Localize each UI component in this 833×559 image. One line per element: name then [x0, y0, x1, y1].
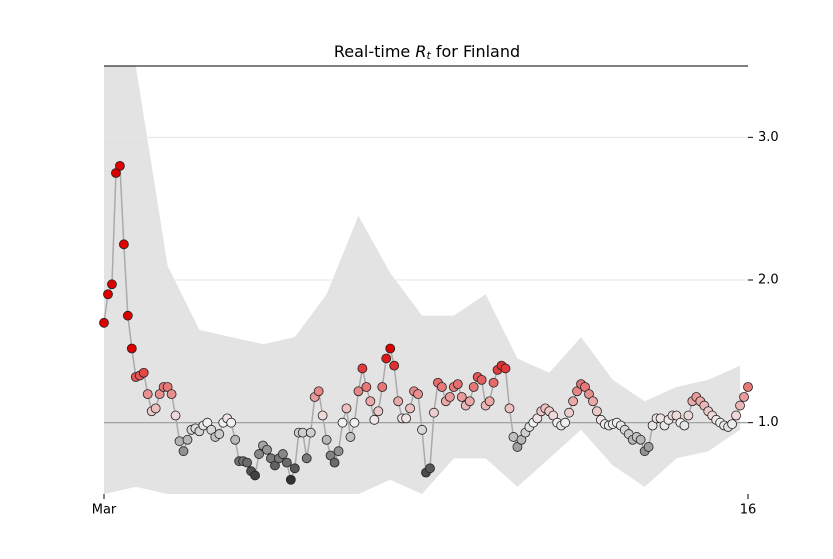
rt-point — [568, 396, 578, 407]
rt-point — [349, 417, 360, 428]
rt-point — [476, 374, 487, 385]
rt-point — [361, 382, 372, 392]
rt-point — [393, 396, 404, 407]
rt-point — [170, 410, 181, 421]
rt-point — [353, 386, 364, 397]
rt-point — [377, 382, 388, 392]
rt-point — [174, 436, 185, 447]
y-tick-label: 2.0 — [758, 273, 779, 288]
rt-point — [504, 403, 515, 414]
rt-point — [142, 389, 153, 400]
rt-point — [731, 410, 741, 421]
rt-point — [592, 406, 602, 417]
x-tick-label: 16 — [740, 503, 757, 518]
rt-point — [373, 406, 384, 417]
rt-point — [417, 424, 427, 435]
rt-point — [429, 407, 439, 418]
rt-point — [182, 434, 193, 445]
rt-point — [262, 444, 272, 455]
rt-point — [588, 396, 598, 407]
title-text: for Finland — [431, 42, 520, 61]
rt-point — [464, 396, 475, 407]
rt-point — [500, 363, 511, 374]
rt-point — [683, 410, 694, 421]
rt-point — [564, 407, 575, 418]
rt-point — [488, 377, 499, 388]
title-symbol: R — [415, 42, 426, 61]
rt-point — [254, 449, 264, 459]
rt-point — [138, 367, 149, 378]
rt-point — [337, 417, 348, 428]
rt-point — [285, 474, 296, 485]
rt-point — [405, 403, 415, 414]
rt-point — [456, 392, 467, 402]
rt-point — [743, 382, 753, 392]
rt-point — [341, 403, 352, 414]
rt-point — [103, 289, 113, 300]
rt-point — [329, 457, 340, 468]
rt-point — [727, 419, 737, 429]
rt-point — [305, 427, 316, 438]
rt-point — [389, 360, 400, 371]
rt-point — [178, 446, 189, 457]
title-text: Real-time — [334, 42, 416, 61]
title-subscript: t — [426, 49, 431, 62]
x-tick-label: Mar — [92, 503, 117, 518]
rt-point — [118, 239, 129, 250]
rt-point — [437, 382, 447, 392]
rt-point — [214, 429, 225, 439]
rt-point — [289, 463, 300, 474]
rt-point — [301, 453, 312, 464]
rt-point — [357, 363, 368, 374]
rt-point — [126, 343, 137, 354]
rt-point — [369, 414, 380, 425]
rt-point — [345, 432, 356, 442]
rt-point — [115, 160, 125, 171]
rt-point — [468, 382, 479, 392]
rt-point — [679, 420, 690, 431]
rt-point — [230, 434, 241, 445]
rt-point — [381, 353, 392, 364]
y-tick-label: 3.0 — [758, 130, 779, 145]
rt-point — [250, 470, 260, 481]
chart-title: Real-time Rt for Finland — [334, 42, 520, 63]
rt-point — [226, 417, 237, 428]
rt-point — [150, 403, 161, 414]
rt-point — [242, 457, 253, 468]
rt-point — [333, 446, 344, 457]
rt-point — [425, 463, 435, 474]
y-tick-label: 1.0 — [758, 415, 779, 430]
rt-point — [107, 279, 117, 290]
rt-point — [635, 434, 646, 445]
rt-point — [401, 413, 412, 424]
rt-point — [413, 389, 423, 400]
rt-point — [484, 396, 495, 407]
rt-point — [122, 310, 133, 321]
rt-point — [166, 389, 177, 400]
rt-point — [444, 392, 455, 402]
rt-point — [317, 410, 328, 421]
rt-point — [365, 396, 376, 407]
rt-point — [321, 434, 332, 445]
rt-point — [313, 386, 324, 397]
rt-point — [385, 343, 396, 354]
rt-point — [281, 457, 292, 468]
rt-point — [739, 392, 749, 402]
rt-point — [277, 449, 288, 459]
rt-point — [452, 379, 463, 390]
rt-point — [99, 317, 109, 328]
rt-point — [643, 442, 654, 452]
rt-point — [735, 400, 745, 411]
rt-point — [560, 417, 571, 428]
